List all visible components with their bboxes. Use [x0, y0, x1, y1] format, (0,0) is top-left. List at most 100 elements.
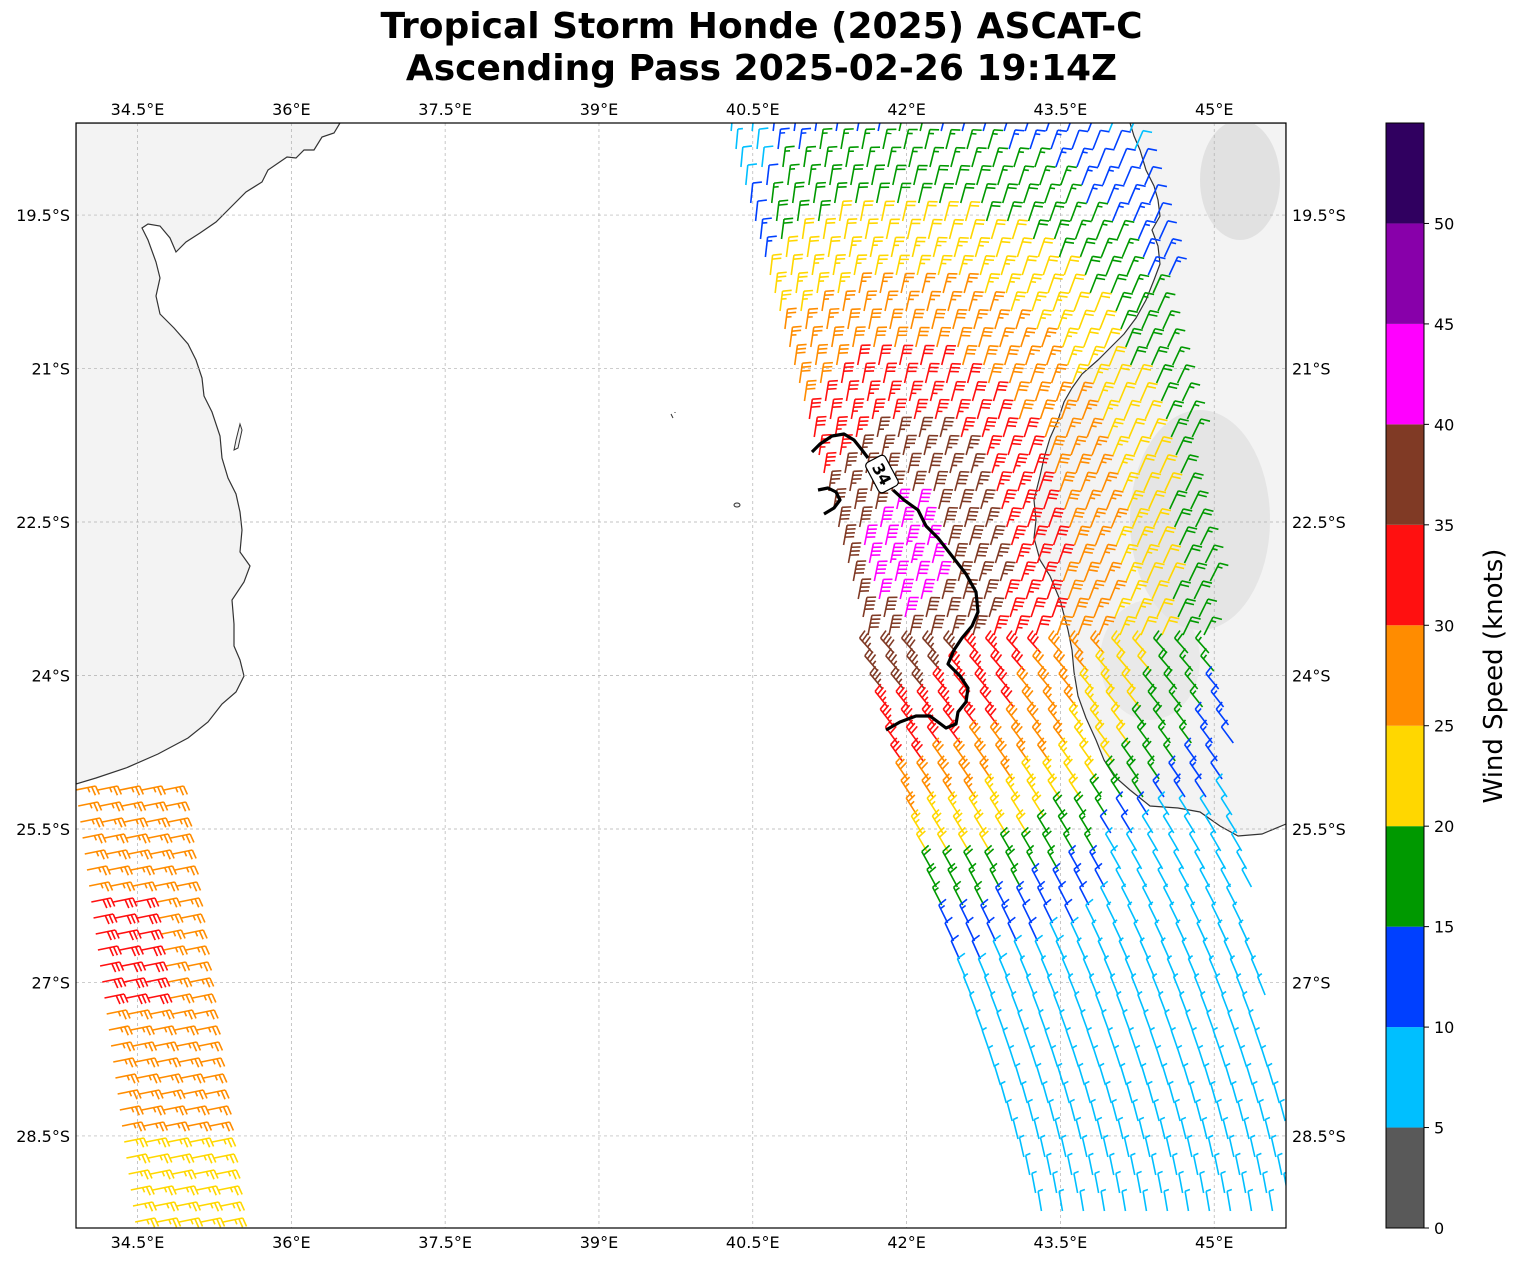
wind-barb: [1013, 147, 1030, 168]
wind-barb: [962, 972, 972, 996]
wind-barb: [1020, 327, 1037, 348]
wind-barb: [124, 1137, 149, 1148]
wind-barb: [1072, 597, 1090, 618]
wind-barb: [1130, 972, 1140, 996]
wind-barb: [1232, 901, 1243, 924]
wind-barb: [843, 218, 858, 240]
colorbar-bin: [1386, 424, 1424, 525]
wind-barb: [1059, 1008, 1068, 1032]
wind-barb: [950, 934, 961, 960]
wind-barb: [1122, 471, 1140, 492]
wind-barb: [1039, 165, 1056, 186]
wind-barb: [1143, 1008, 1152, 1032]
wind-barb: [766, 163, 779, 186]
wind-barb: [1011, 647, 1026, 672]
wind-barb: [1220, 794, 1233, 816]
wind-barb: [749, 181, 762, 204]
wind-barb: [190, 977, 215, 988]
wind-barb: [1028, 435, 1045, 456]
wind-barb: [907, 452, 922, 474]
wind-barb: [223, 1217, 248, 1228]
wind-barb: [808, 397, 822, 420]
wind-barb: [1057, 543, 1075, 564]
wind-barb: [198, 1201, 224, 1212]
wind-barb: [1142, 665, 1157, 690]
wind-barb: [1048, 201, 1066, 222]
wind-barb: [1003, 345, 1020, 366]
wind-barb: [1026, 630, 1042, 654]
wind-barb: [1118, 937, 1129, 960]
wind-barb: [1010, 291, 1027, 312]
wind-barb: [1141, 543, 1160, 564]
wind-barb: [1183, 544, 1203, 564]
wind-barb: [1200, 647, 1215, 672]
wind-barb: [1070, 916, 1081, 942]
wind-barb: [185, 945, 210, 956]
wind-barb: [1160, 382, 1179, 402]
wind-barb: [1256, 972, 1266, 996]
wind-barb: [888, 614, 903, 636]
wind-barb: [740, 145, 753, 168]
wind-barb: [1199, 1170, 1205, 1194]
wind-barb: [179, 1217, 204, 1228]
wind-barb: [1052, 862, 1064, 888]
wind-barb: [1123, 399, 1142, 420]
wind-barb: [1061, 955, 1071, 978]
wind-barb: [808, 163, 822, 186]
wind-barb: [1100, 1188, 1107, 1212]
wind-barb: [1167, 562, 1186, 582]
wind-barb: [879, 701, 894, 726]
wind-barb: [938, 182, 954, 204]
wind-barb: [183, 929, 208, 940]
wind-barb: [855, 416, 870, 438]
wind-barb: [172, 849, 197, 860]
wind-barb: [991, 453, 1008, 474]
wind-barb: [1038, 471, 1055, 492]
wind-barb: [1115, 291, 1133, 312]
wind-barb: [1121, 237, 1140, 258]
lon-tick-label-top: 42°E: [887, 100, 925, 119]
wind-barb: [918, 416, 934, 438]
wind-barb: [1209, 562, 1229, 582]
wind-barb: [1188, 562, 1208, 582]
wind-barb: [1270, 1134, 1277, 1158]
wind-barb: [1135, 597, 1154, 618]
wind-barb: [1116, 990, 1125, 1014]
wind-barb: [1000, 683, 1015, 708]
wind-barb: [1092, 1044, 1101, 1068]
wind-barb: [104, 833, 129, 844]
wind-barb: [873, 560, 888, 582]
wind-barb: [1001, 898, 1012, 924]
wind-barb: [896, 182, 912, 204]
wind-barb: [1093, 597, 1111, 618]
wind-barb: [816, 271, 830, 294]
lat-tick-label-right: 25.5°S: [1292, 820, 1346, 839]
wind-barb: [1106, 901, 1117, 924]
wind-barb: [135, 897, 160, 909]
wind-barb: [973, 542, 990, 564]
wind-barb: [877, 344, 892, 366]
wind-barb: [1180, 454, 1199, 474]
wind-barb: [1106, 489, 1124, 510]
wind-barb: [1027, 201, 1045, 222]
wind-barb: [1180, 1116, 1187, 1140]
wind-barb: [834, 416, 848, 438]
wind-barb: [1117, 453, 1135, 474]
wind-barb: [805, 307, 819, 330]
wind-barb: [1201, 1116, 1208, 1140]
wind-barb: [958, 254, 974, 276]
wind-barb: [986, 916, 997, 942]
wind-barb: [875, 182, 890, 204]
bassas-da-india: [670, 412, 676, 419]
wind-barb: [1146, 561, 1165, 582]
wind-barb: [996, 471, 1013, 492]
wind-barb: [1043, 898, 1054, 924]
wind-barb: [1199, 794, 1212, 816]
wind-barb: [1009, 597, 1026, 618]
wind-barb: [1164, 472, 1183, 492]
wind-barb: [1106, 183, 1125, 204]
wind-barb: [196, 1025, 221, 1036]
wind-barb: [959, 898, 970, 924]
wind-barb: [735, 127, 744, 150]
wind-barb: [1098, 1062, 1107, 1086]
